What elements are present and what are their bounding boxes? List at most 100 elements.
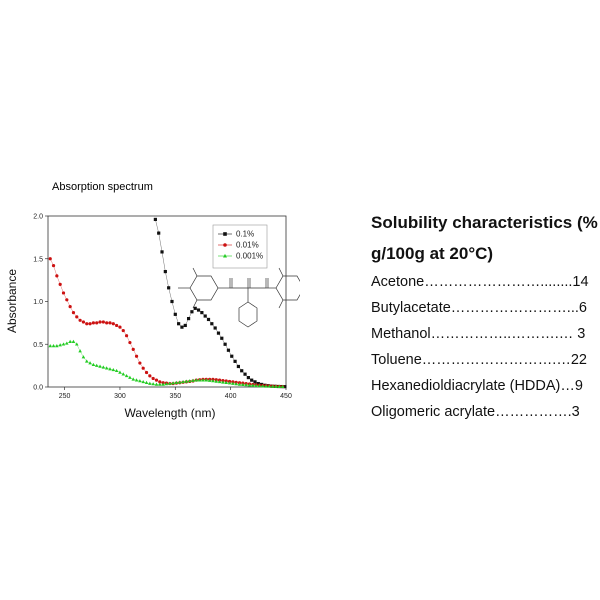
data-point: [226, 348, 231, 352]
data-point: [210, 322, 214, 326]
data-point: [48, 344, 52, 348]
data-point: [221, 380, 225, 384]
data-point: [85, 322, 89, 326]
data-point: [194, 378, 199, 382]
data-point: [200, 311, 204, 315]
chart-title: Absorption spectrum: [52, 181, 153, 193]
data-point: [101, 320, 105, 324]
data-point: [211, 379, 215, 383]
data-point: [217, 379, 222, 384]
solubility-heading-line2: g/100g at 20°C): [371, 244, 494, 263]
solubility-row: Acetone……………………........14: [371, 274, 589, 290]
x-tick-label: 400: [225, 393, 237, 400]
legend-label: 0.001%: [236, 252, 263, 261]
data-point: [274, 384, 278, 388]
data-series: [48, 217, 287, 389]
data-point: [196, 308, 201, 312]
data-point: [121, 372, 126, 376]
data-point: [283, 385, 287, 389]
data-point: [186, 317, 191, 321]
data-point: [124, 373, 129, 378]
data-point: [193, 306, 197, 310]
data-point: [216, 331, 221, 335]
data-point: [75, 342, 79, 346]
y-tick-label: 1.0: [33, 299, 43, 306]
y-tick-label: 0.5: [33, 342, 43, 349]
data-point: [65, 341, 69, 345]
y-tick-label: 1.5: [33, 256, 43, 263]
data-point: [84, 359, 89, 363]
data-point: [234, 382, 238, 386]
data-point: [180, 325, 184, 329]
data-point: [131, 377, 135, 381]
x-tick-label: 250: [59, 393, 71, 400]
y-tick-label: 0.0: [33, 385, 43, 392]
data-point: [111, 322, 115, 326]
data-point: [148, 374, 152, 378]
data-point: [71, 311, 76, 315]
data-point: [270, 384, 275, 388]
data-point: [220, 336, 224, 340]
data-point: [71, 339, 76, 343]
data-point: [55, 344, 59, 348]
data-point: [256, 381, 260, 386]
data-point: [68, 339, 72, 343]
data-point: [160, 250, 164, 254]
legend-box: [212, 224, 268, 269]
data-point: [257, 384, 262, 388]
data-point: [144, 380, 149, 385]
legend: 0.1% 0.01% 0.001%: [212, 224, 268, 269]
data-point: [203, 314, 207, 318]
data-point: [214, 379, 219, 383]
legend-marker: [223, 243, 227, 247]
data-point: [237, 382, 242, 386]
data-point: [151, 382, 155, 386]
data-point: [81, 355, 86, 359]
data-point: [138, 361, 142, 365]
y-axis-label: Absorbance: [5, 269, 19, 333]
x-tick-label: 350: [169, 393, 181, 400]
data-point: [91, 362, 96, 367]
data-point: [207, 378, 212, 382]
data-point: [254, 383, 258, 387]
data-point: [231, 381, 235, 385]
data-point: [264, 384, 268, 388]
legend-label: 0.1%: [236, 230, 254, 239]
data-point: [48, 257, 52, 261]
data-point: [115, 323, 119, 328]
data-point: [141, 379, 145, 384]
data-point: [154, 378, 159, 382]
solubility-row: Methanol……………..……….… 3: [371, 326, 586, 342]
data-point: [177, 380, 182, 384]
data-point: [251, 383, 255, 387]
legend-marker: [223, 253, 227, 258]
data-point: [260, 384, 265, 388]
data-point: [124, 334, 129, 338]
solubility-row: Toluene……………………….…22: [371, 352, 587, 368]
series-2: [48, 339, 285, 388]
data-point: [58, 343, 62, 347]
data-point: [230, 354, 234, 358]
data-point: [173, 312, 177, 316]
data-point: [61, 342, 66, 346]
x-tick-label: 450: [280, 393, 292, 400]
data-point: [141, 366, 145, 370]
data-point: [243, 372, 247, 376]
absorption-spectrum-chart: Absorption spectrum 250 300 350 400 450 0.0 0…: [0, 170, 312, 430]
series-line: [50, 341, 283, 387]
data-point: [206, 317, 211, 322]
solubility-list: Acetone……………………........14 Butylacetate…………: [371, 269, 599, 425]
solubility-row: Hexanedioldiacrylate (HDDA)…9: [371, 378, 583, 394]
data-point: [95, 321, 99, 325]
data-point: [280, 384, 285, 388]
data-point: [190, 310, 194, 314]
data-point: [240, 369, 244, 373]
data-point: [187, 379, 192, 383]
data-point: [104, 366, 109, 370]
solubility-row: Butylacetate……………………...6: [371, 300, 587, 316]
data-point: [158, 380, 162, 384]
data-point: [253, 380, 257, 384]
data-point: [118, 370, 122, 374]
data-point: [134, 354, 139, 358]
data-point: [174, 380, 179, 385]
